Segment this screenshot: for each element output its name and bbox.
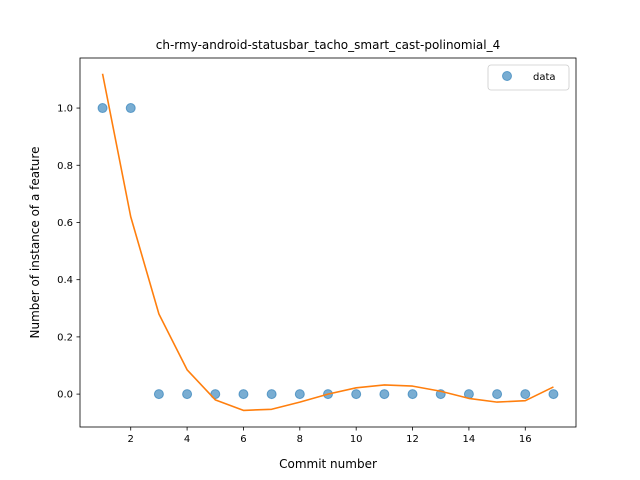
x-tick-label: 12 (406, 434, 419, 445)
data-point (294, 389, 305, 400)
y-tick-label: 1.0 (57, 104, 73, 115)
x-axis: 2 4 6 8 10 12 14 16 (128, 427, 532, 445)
data-point (407, 389, 418, 400)
x-tick-label: 2 (128, 434, 134, 445)
legend: data (487, 64, 570, 91)
plot-area (97, 73, 559, 412)
x-tick-label: 8 (297, 434, 303, 445)
x-tick-label: 6 (240, 434, 246, 445)
x-tick-label: 10 (350, 434, 363, 445)
legend-label-data: data (533, 72, 556, 83)
data-point (153, 389, 164, 400)
data-point (351, 389, 362, 400)
y-tick-label: 0.0 (57, 390, 73, 401)
data-point (125, 103, 136, 114)
data-point (238, 389, 249, 400)
x-tick-label: 4 (184, 434, 190, 445)
y-tick-label: 0.8 (57, 161, 73, 172)
data-point (492, 389, 503, 400)
data-point (97, 103, 108, 114)
data-point (182, 389, 193, 400)
data-point (548, 389, 559, 400)
data-point (520, 389, 531, 400)
x-axis-label: Commit number (279, 457, 377, 471)
fit-line (101, 73, 554, 412)
x-tick-label: 14 (463, 434, 476, 445)
y-axis: 0.0 0.2 0.4 0.6 0.8 1.0 (57, 104, 80, 401)
y-tick-label: 0.2 (57, 332, 73, 343)
y-axis-label: Number of instance of a feature (28, 147, 42, 339)
legend-marker (502, 71, 512, 81)
legend-box (487, 64, 570, 91)
y-tick-label: 0.4 (57, 275, 73, 286)
data-point (379, 389, 390, 400)
data-point (266, 389, 277, 400)
x-tick-label: 16 (519, 434, 532, 445)
axes-frame (79, 57, 577, 428)
chart-title: ch-rmy-android-statusbar_tacho_smart_cas… (156, 38, 501, 52)
y-tick-label: 0.6 (57, 218, 73, 229)
